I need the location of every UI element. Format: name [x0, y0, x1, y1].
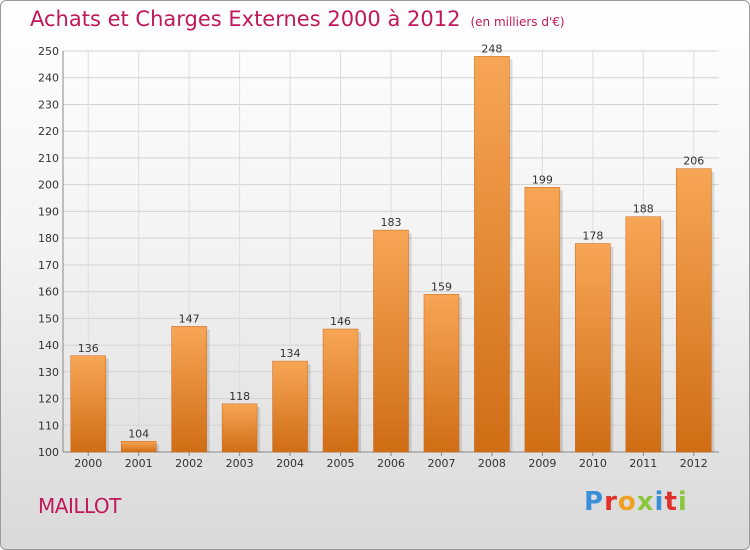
chart-unit-text: (en milliers d'€) — [470, 15, 565, 29]
label-layer: 136 104 147 118 134 146 183 159 248 199 178 188 206 — [78, 42, 705, 440]
x-tick-label: 2002 — [175, 457, 203, 470]
x-tick-label: 2006 — [377, 457, 405, 470]
x-tick-label: 2001 — [125, 457, 153, 470]
x-tick-label: 2010 — [579, 457, 607, 470]
data-label: 104 — [128, 427, 149, 440]
data-label: 248 — [481, 42, 502, 55]
y-tick-label: 150 — [38, 312, 59, 325]
data-label: 183 — [381, 216, 402, 229]
y-tick-label: 100 — [38, 446, 59, 459]
chart-title-text: Achats et Charges Externes 2000 à 2012 — [30, 7, 461, 31]
y-tick-label: 140 — [38, 339, 59, 352]
data-label: 206 — [683, 155, 704, 168]
y-tick-label: 240 — [38, 72, 59, 85]
y-tick-label: 200 — [38, 179, 59, 192]
x-tick-label: 2008 — [478, 457, 506, 470]
y-tick-label: 220 — [38, 125, 59, 138]
x-tick-label: 2012 — [680, 457, 708, 470]
x-tick-label: 2011 — [629, 457, 657, 470]
bar — [373, 229, 409, 453]
data-label: 146 — [330, 315, 351, 328]
data-label: 188 — [633, 203, 654, 216]
x-tick-label: 2004 — [276, 457, 304, 470]
data-label: 159 — [431, 280, 452, 293]
bar — [120, 441, 157, 453]
axis-layer: 100 110 120 130 140 150 160 170 180 190 200 210 220 2… — [38, 45, 719, 470]
data-label: 134 — [280, 347, 301, 360]
data-label: 147 — [179, 312, 200, 325]
bar — [423, 294, 460, 453]
bar — [221, 403, 258, 453]
data-label: 136 — [78, 342, 99, 355]
commune-name: MAILLOT — [38, 494, 121, 518]
data-label: 178 — [582, 229, 603, 242]
data-label: 199 — [532, 173, 553, 186]
y-tick-label: 230 — [38, 98, 59, 111]
proxiti-logo: Proxiti — [584, 487, 688, 517]
x-tick-label: 2000 — [74, 457, 102, 470]
y-tick-label: 130 — [38, 366, 59, 379]
x-tick-label: 2003 — [226, 457, 254, 470]
y-tick-label: 180 — [38, 232, 59, 245]
bar — [625, 216, 662, 453]
bar — [171, 326, 207, 453]
bar — [524, 187, 561, 453]
y-tick-label: 190 — [38, 205, 59, 218]
bar — [676, 168, 712, 453]
y-tick-label: 110 — [38, 419, 59, 432]
y-tick-label: 160 — [38, 286, 59, 299]
bar — [70, 355, 106, 453]
y-tick-label: 120 — [38, 393, 59, 406]
bar-layer — [70, 56, 715, 453]
y-tick-label: 250 — [38, 45, 59, 58]
y-tick-label: 170 — [38, 259, 59, 272]
bar — [474, 56, 510, 453]
bar — [575, 243, 611, 453]
data-label: 118 — [229, 390, 250, 403]
bar — [272, 360, 308, 453]
x-tick-label: 2009 — [528, 457, 556, 470]
bar — [322, 328, 359, 453]
x-tick-label: 2007 — [427, 457, 455, 470]
x-tick-label: 2005 — [327, 457, 355, 470]
chart-title: Achats et Charges Externes 2000 à 2012 (e… — [30, 7, 565, 31]
y-tick-label: 210 — [38, 152, 59, 165]
